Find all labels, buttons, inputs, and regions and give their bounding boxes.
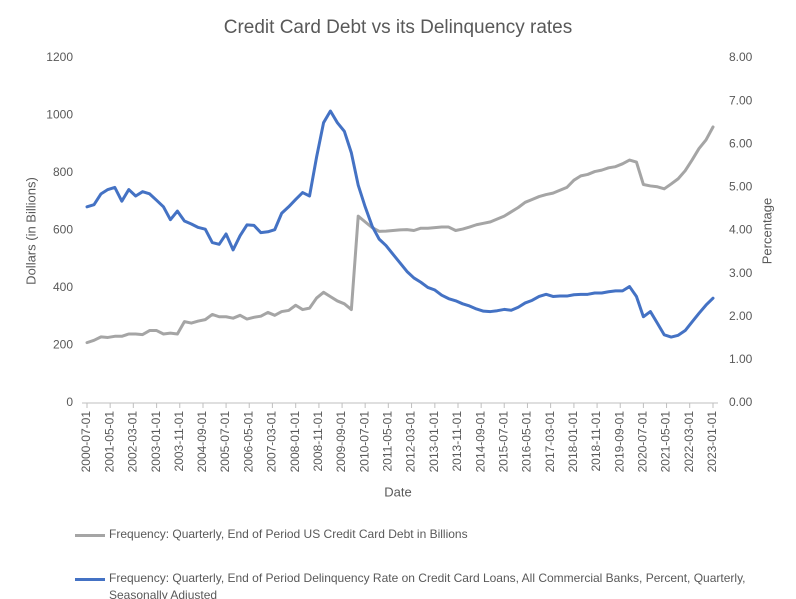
x-tick-label: 2006-05-01: [241, 411, 255, 473]
x-tick-label: 2009-09-01: [334, 411, 348, 473]
x-tick-label: 2000-07-01: [79, 411, 93, 473]
legend-entry: Frequency: Quarterly, End of Period US C…: [75, 526, 775, 543]
chart: Credit Card Debt vs its Delinquency rate…: [23, 17, 774, 499]
y2-tick-label: 6.00: [729, 136, 753, 150]
y2-tick-label: 4.00: [729, 223, 753, 237]
x-tick-label: 2023-01-01: [705, 411, 719, 473]
x-axis-title: Date: [384, 484, 411, 499]
y-tick-label: 600: [53, 223, 73, 237]
x-tick-label: 2005-07-01: [218, 411, 232, 473]
y2-axis-title: Percentage: [759, 198, 774, 265]
x-tick-label: 2016-05-01: [520, 411, 534, 473]
x-tick-label: 2004-09-01: [195, 411, 209, 473]
y2-tick-label: 0.00: [729, 395, 753, 409]
chart-title: Credit Card Debt vs its Delinquency rate…: [224, 17, 572, 38]
x-tick-label: 2012-03-01: [404, 411, 418, 473]
series-line: [85, 125, 715, 345]
x-tick-label: 2022-03-01: [682, 411, 696, 473]
y-tick-label: 0: [66, 395, 73, 409]
legend-entry: Frequency: Quarterly, End of Period Deli…: [75, 570, 775, 599]
x-tick-label: 2003-01-01: [149, 411, 163, 473]
y2-tick-label: 2.00: [729, 309, 753, 323]
x-tick-label: 2011-05-01: [380, 411, 394, 472]
series-line: [85, 109, 715, 339]
y2-tick-label: 5.00: [729, 180, 753, 194]
y2-tick-label: 1.00: [729, 352, 753, 366]
x-tick-label: 2008-11-01: [311, 411, 325, 472]
x-tick-label: 2015-07-01: [496, 411, 510, 473]
x-tick-label: 2017-03-01: [543, 411, 557, 473]
legend-label: Frequency: Quarterly, End of Period Deli…: [109, 571, 746, 599]
x-tick-label: 2001-05-01: [102, 411, 116, 473]
x-tick-label: 2007-03-01: [265, 411, 279, 473]
legend-label: Frequency: Quarterly, End of Period US C…: [109, 527, 468, 541]
legend-swatch: [75, 534, 105, 537]
x-tick-label: 2018-11-01: [589, 411, 603, 472]
y-tick-label: 200: [53, 338, 73, 352]
x-tick-label: 2002-03-01: [125, 411, 139, 473]
x-tick-label: 2014-09-01: [473, 411, 487, 473]
x-tick-label: 2013-01-01: [427, 411, 441, 473]
y-tick-label: 800: [53, 165, 73, 179]
legend-swatch: [75, 578, 105, 581]
y-axis-title: Dollars (in Billions): [23, 177, 38, 285]
y2-tick-label: 3.00: [729, 266, 753, 280]
x-tick-label: 2013-11-01: [450, 411, 464, 472]
y2-tick-label: 7.00: [729, 93, 753, 107]
x-tick-label: 2008-01-01: [288, 411, 302, 473]
x-tick-label: 2020-07-01: [636, 411, 650, 473]
x-tick-label: 2010-07-01: [357, 411, 371, 473]
y2-tick-label: 8.00: [729, 50, 753, 64]
x-tick-label: 2018-01-01: [566, 411, 580, 473]
y-tick-label: 1200: [46, 50, 73, 64]
y-tick-label: 400: [53, 280, 73, 294]
y-tick-label: 1000: [46, 108, 73, 122]
x-tick-label: 2019-09-01: [612, 411, 626, 473]
x-tick-label: 2003-11-01: [172, 411, 186, 472]
x-tick-label: 2021-05-01: [659, 411, 673, 473]
